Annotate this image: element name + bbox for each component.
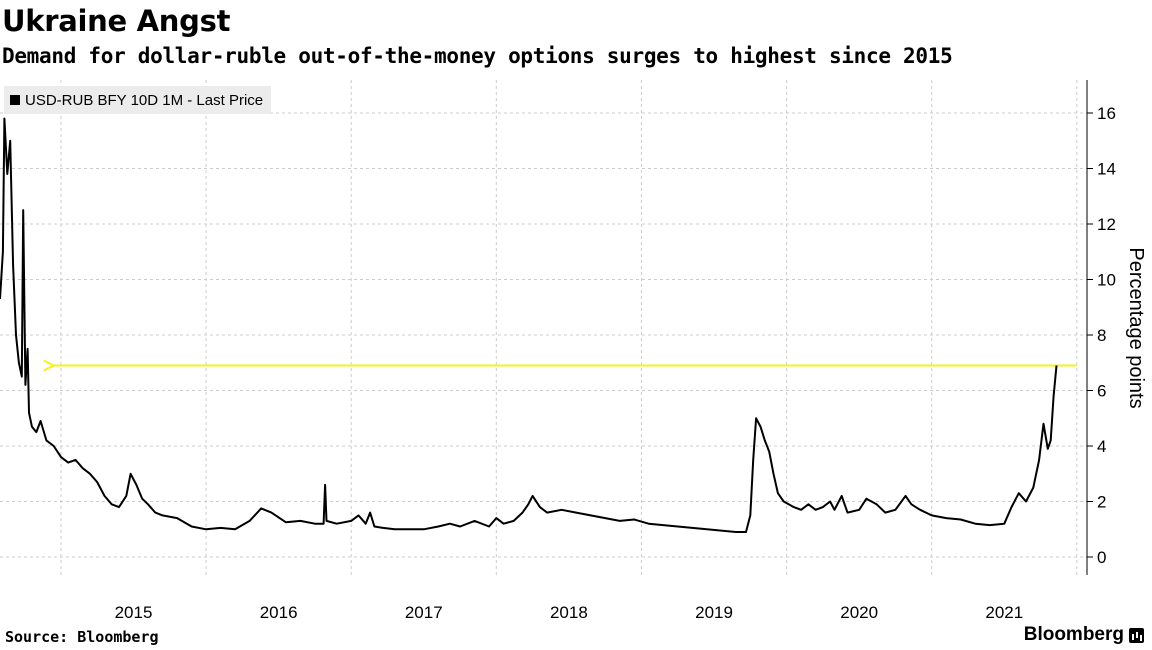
y-tick-label: 4 <box>1097 437 1106 456</box>
y-tick-label: 8 <box>1097 326 1106 345</box>
x-tick-label: 2019 <box>695 603 733 622</box>
series-line <box>0 117 1058 533</box>
legend: USD-RUB BFY 10D 1M - Last Price <box>4 86 272 114</box>
series-layer <box>0 117 1058 533</box>
brand-logo: Bloomberg <box>1024 624 1144 646</box>
x-tick-label: 2020 <box>840 603 878 622</box>
y-tick-label: 0 <box>1097 548 1106 567</box>
x-tick-label: 2018 <box>550 603 588 622</box>
x-tick-label: 2016 <box>260 603 298 622</box>
x-tick-label: 2017 <box>405 603 443 622</box>
chart-title: Ukraine Angst <box>2 4 231 38</box>
legend-label: USD-RUB BFY 10D 1M - Last Price <box>25 91 264 109</box>
chart-subtitle: Demand for dollar-ruble out-of-the-money… <box>2 44 953 68</box>
y-tick-label: 2 <box>1097 493 1106 512</box>
legend-swatch <box>10 95 20 105</box>
y-axis-label: Percentage points <box>1125 247 1147 408</box>
y-tick-label: 6 <box>1097 382 1106 401</box>
y-tick-label: 12 <box>1097 215 1116 234</box>
y-axis: 0 2 4 6 8 10 12 14 16 <box>1086 80 1116 575</box>
y-tick-label: 10 <box>1097 271 1116 290</box>
brand-name: Bloomberg <box>1023 624 1124 645</box>
y-tick-label: 16 <box>1097 104 1116 123</box>
grid-lines <box>0 80 1087 575</box>
x-tick-label: 2021 <box>985 603 1023 622</box>
y-tick-label: 14 <box>1097 160 1116 179</box>
x-tick-label: 2015 <box>115 603 153 622</box>
source-note: Source: Bloomberg <box>5 628 159 646</box>
bloomberg-terminal-icon <box>1129 627 1144 643</box>
x-axis: 2015 2016 2017 2018 2019 2020 2021 <box>115 603 1024 622</box>
